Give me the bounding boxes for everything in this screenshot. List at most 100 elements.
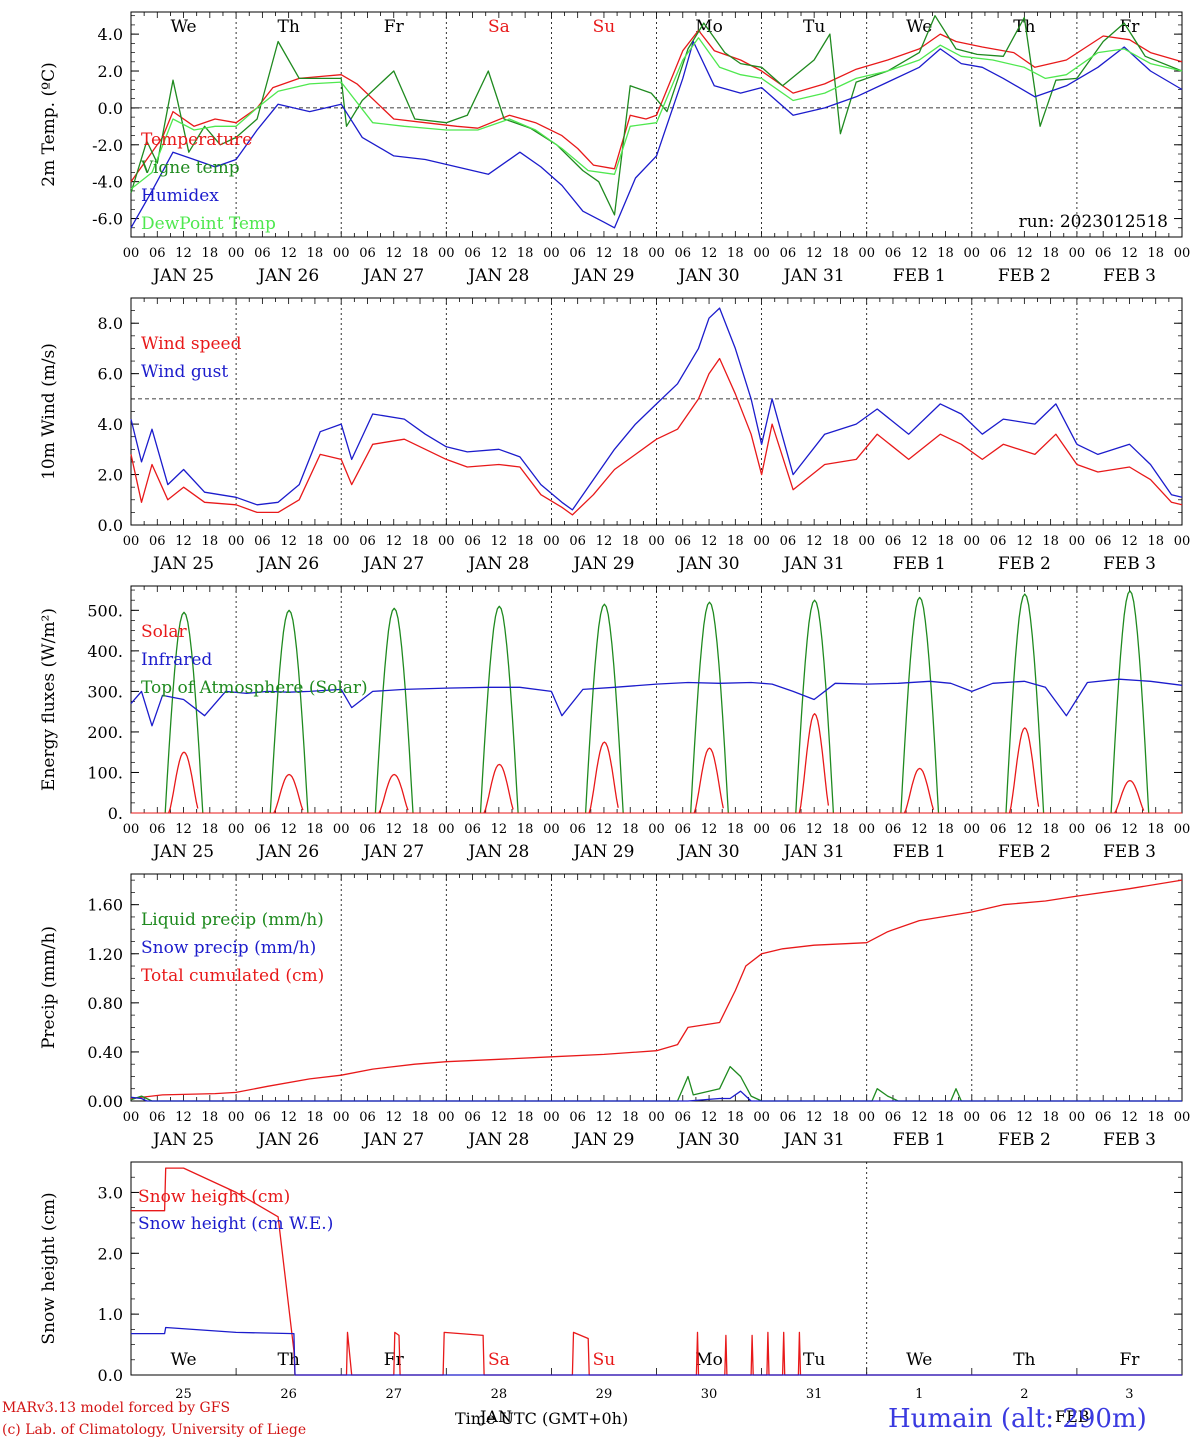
hour-label: 06 <box>885 534 902 549</box>
hour-label: 00 <box>858 822 875 837</box>
series-line <box>130 1090 1182 1102</box>
date-label: JAN 28 <box>466 266 529 286</box>
hour-label: 00 <box>1174 822 1191 837</box>
hour-label: 06 <box>149 822 166 837</box>
hour-label: 12 <box>911 534 928 549</box>
date-label: JAN 30 <box>677 1130 740 1150</box>
series-line <box>130 15 1183 216</box>
hour-label: 00 <box>438 822 455 837</box>
x-axis-month-feb: FEB <box>1055 1407 1090 1426</box>
hour-label: 06 <box>359 534 376 549</box>
hour-label: 00 <box>1069 534 1086 549</box>
toa-solar-arch <box>690 601 729 814</box>
toa-solar-arch <box>1005 593 1045 814</box>
legend-entry: Infrared <box>141 650 212 670</box>
hour-label: 12 <box>1016 822 1033 837</box>
legend-entry: Wind gust <box>141 362 228 382</box>
hour-label: 18 <box>1042 1110 1059 1125</box>
toa-solar-arch <box>584 603 624 814</box>
solar-curve <box>378 773 409 814</box>
y-tick-label: 3.0 <box>98 1183 123 1202</box>
hour-label: 18 <box>622 246 639 261</box>
day-label: We <box>170 17 196 37</box>
hour-label: 18 <box>832 1110 849 1125</box>
hour-label: 18 <box>412 246 429 261</box>
date-number-label: 25 <box>175 1387 192 1402</box>
date-label: JAN 30 <box>677 266 740 286</box>
date-label: JAN 25 <box>151 554 214 574</box>
lab-credit: (c) Lab. of Climatology, University of L… <box>2 1422 306 1438</box>
date-label: JAN 28 <box>466 554 529 574</box>
hour-label: 06 <box>990 1110 1007 1125</box>
hour-label: 00 <box>228 246 245 261</box>
hour-label: 00 <box>543 822 560 837</box>
date-number-label: 28 <box>491 1387 508 1402</box>
hour-label: 18 <box>517 822 534 837</box>
legend-entry: Solar <box>141 622 187 642</box>
day-label: Mo <box>695 17 723 37</box>
hour-label: 18 <box>517 246 534 261</box>
date-label: FEB 3 <box>1103 1130 1156 1150</box>
hour-label: 12 <box>1016 246 1033 261</box>
hour-label: 06 <box>149 246 166 261</box>
hour-label: 00 <box>123 246 140 261</box>
hour-label: 00 <box>1174 534 1191 549</box>
hour-label: 00 <box>1069 1110 1086 1125</box>
solar-curve <box>693 747 724 814</box>
model-credit: MARv3.13 model forced by GFS <box>2 1400 230 1416</box>
date-label: JAN 30 <box>677 554 740 574</box>
hour-label: 12 <box>911 822 928 837</box>
hour-label: 18 <box>622 534 639 549</box>
run-label: run: 2023012518 <box>1019 212 1168 232</box>
y-axis-label: Precip (mm/h) <box>39 926 59 1049</box>
hour-label: 00 <box>1174 246 1191 261</box>
date-number-label: 2 <box>1020 1387 1028 1402</box>
hour-label: 12 <box>280 1110 297 1125</box>
footer: MARv3.13 model forced by GFS (c) Lab. of… <box>2 1400 1147 1438</box>
hour-label: 12 <box>596 1110 613 1125</box>
panel-temp: -6.0 -4.0 -2.0 0.0 2.0 4.0 2m Temp. (ºC) We Th Fr… <box>39 11 1191 286</box>
hour-label: 12 <box>175 246 192 261</box>
date-number-label: 30 <box>701 1387 718 1402</box>
y-tick-label: 1.20 <box>87 945 123 964</box>
hour-label: 00 <box>438 534 455 549</box>
day-label: Th <box>1013 1350 1035 1370</box>
plot-frame <box>130 873 1183 1102</box>
date-label: JAN 29 <box>571 1130 634 1150</box>
hour-label: 00 <box>123 1110 140 1125</box>
solar-curve <box>798 713 830 814</box>
hour-label: 06 <box>254 1110 271 1125</box>
legend-entry: Snow height (cm) <box>138 1187 290 1207</box>
hour-label: 06 <box>569 246 586 261</box>
hour-label: 12 <box>911 1110 928 1125</box>
solar-curve <box>1008 727 1040 814</box>
hour-label: 12 <box>280 534 297 549</box>
hour-label: 00 <box>1069 246 1086 261</box>
date-label: JAN 26 <box>256 554 319 574</box>
day-label: Th <box>1013 17 1035 37</box>
y-tick-label: 2.0 <box>98 466 123 485</box>
hour-label: 06 <box>780 534 797 549</box>
y-tick-label: -4.0 <box>92 173 123 192</box>
hour-label: 18 <box>937 246 954 261</box>
day-label: Tu <box>803 1350 825 1370</box>
hour-label: 00 <box>228 1110 245 1125</box>
hour-label: 06 <box>780 822 797 837</box>
toa-solar-arch <box>479 605 519 814</box>
panel-precip: 0.00 0.40 0.80 1.20 1.60 Precip (mm/h) Liquid … <box>39 873 1190 1150</box>
hour-label: 18 <box>1147 246 1164 261</box>
y-tick-label: 4.0 <box>98 415 123 434</box>
hour-label: 12 <box>280 246 297 261</box>
hour-label: 12 <box>1121 246 1138 261</box>
hour-label: 12 <box>1016 534 1033 549</box>
date-label: FEB 1 <box>893 1130 946 1150</box>
hour-label: 06 <box>990 534 1007 549</box>
hour-label: 18 <box>307 1110 324 1125</box>
hour-label: 06 <box>1095 1110 1112 1125</box>
y-tick-label: 100. <box>87 763 123 782</box>
hour-label: 00 <box>648 534 665 549</box>
y-tick-label: -2.0 <box>92 136 123 155</box>
day-label: Fr <box>384 17 405 37</box>
hour-label: 00 <box>543 1110 560 1125</box>
hour-label: 06 <box>254 822 271 837</box>
